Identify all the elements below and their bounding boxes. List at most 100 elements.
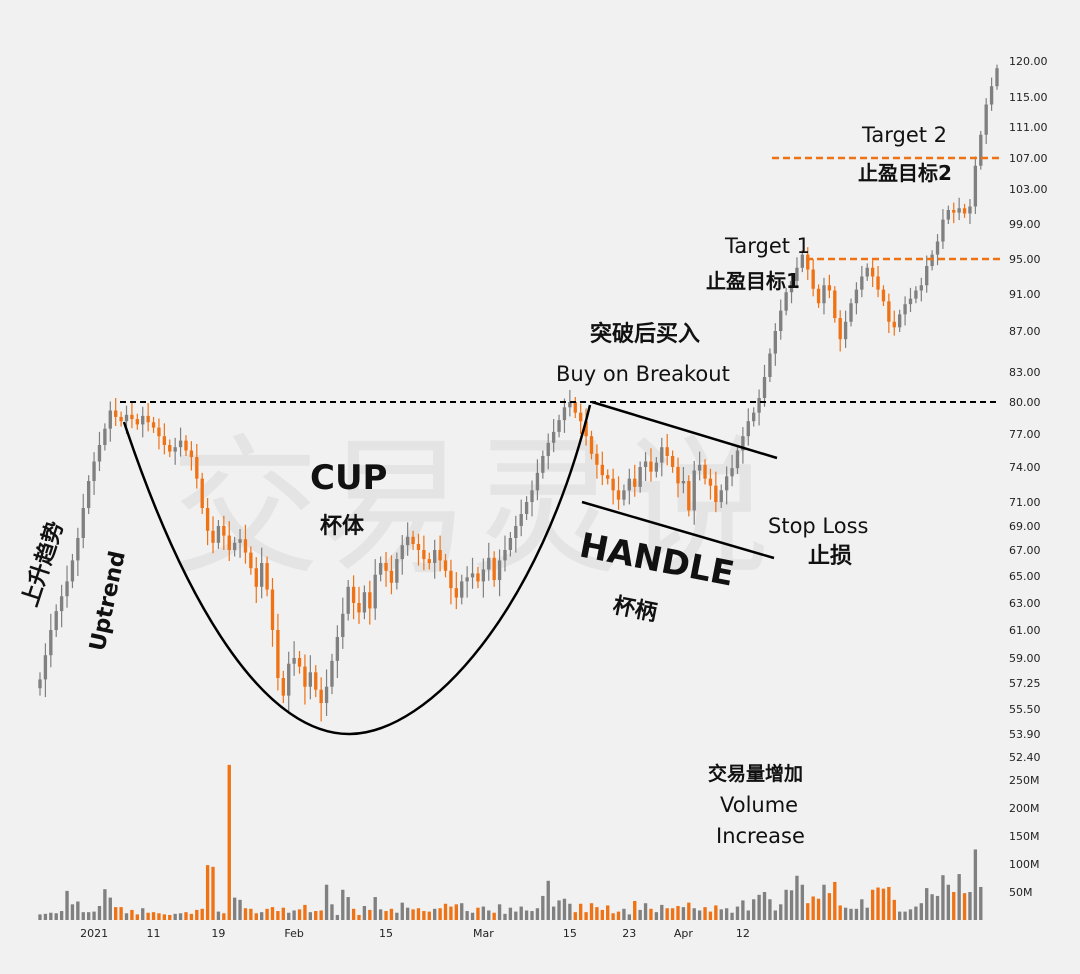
candle-body: [616, 490, 621, 500]
volume-bar: [654, 912, 659, 920]
price-tick-label: 91.00: [1009, 288, 1041, 301]
volume-bar: [86, 912, 91, 920]
candle-body: [243, 539, 248, 553]
candle: [606, 469, 610, 485]
candle: [503, 535, 507, 572]
candle: [476, 566, 480, 589]
candle-body: [919, 285, 923, 291]
candle: [800, 250, 805, 273]
candle-body: [806, 254, 810, 270]
candle: [373, 559, 377, 620]
candle: [168, 439, 172, 458]
candle: [422, 535, 426, 571]
volume-bar: [833, 881, 837, 920]
candle: [368, 580, 372, 625]
candle: [389, 555, 394, 595]
cup-cn-label: 杯体: [320, 514, 365, 539]
candle: [562, 398, 567, 433]
volume-bar: [930, 894, 934, 920]
volume-bar: [541, 895, 545, 920]
candle: [687, 475, 691, 517]
price-tick-label: 77.00: [1009, 428, 1041, 441]
candle: [638, 461, 642, 493]
target2-annotation: Target 2 止盈目标2: [858, 123, 952, 185]
price-tick-label: 65.00: [1009, 570, 1041, 583]
candle-body: [995, 68, 999, 87]
candle: [962, 203, 967, 218]
candle: [81, 493, 85, 549]
candle: [346, 580, 350, 621]
volume-bar: [941, 875, 945, 920]
volume-bar: [260, 912, 264, 920]
candle: [816, 284, 821, 308]
volume-bar: [898, 911, 902, 920]
candle: [708, 468, 713, 500]
candle: [957, 197, 961, 221]
candle-body: [973, 165, 978, 207]
candle-body: [362, 592, 367, 613]
candle-body: [692, 470, 696, 511]
candle-body: [384, 563, 388, 571]
volume-bar: [519, 906, 523, 920]
volume-bar: [389, 908, 394, 920]
candle: [952, 202, 956, 224]
volume-bar: [535, 908, 540, 920]
price-tick-label: 95.00: [1009, 253, 1041, 266]
volume-bar: [595, 907, 599, 920]
volume-bar: [665, 908, 669, 920]
price-tick-label: 61.00: [1009, 624, 1041, 637]
candle: [335, 625, 340, 678]
candle: [38, 672, 42, 696]
candle: [232, 536, 237, 557]
volume-bar: [524, 910, 529, 920]
candle-body: [249, 552, 253, 569]
candle-body: [124, 414, 129, 422]
candle: [384, 551, 388, 587]
candle: [530, 480, 534, 517]
candle: [308, 655, 313, 700]
stoploss-en-label: Stop Loss: [768, 514, 868, 538]
candle: [287, 651, 291, 714]
candle: [59, 584, 64, 628]
volume-bar: [168, 914, 172, 920]
candle: [730, 454, 734, 487]
candle-body: [606, 475, 610, 479]
volume-bar: [843, 907, 848, 920]
volume-bar: [660, 904, 664, 920]
volume-bar: [135, 914, 139, 920]
candle: [811, 259, 815, 297]
candle: [746, 408, 750, 446]
volume-bar: [449, 906, 453, 920]
volume-tick-label: 250M: [1009, 774, 1040, 787]
candle: [249, 546, 253, 575]
candle-body: [492, 557, 496, 581]
volume-tick-label: 50M: [1009, 886, 1033, 899]
candle: [351, 575, 356, 620]
candle: [178, 427, 183, 457]
volume-bar: [633, 900, 637, 920]
candle: [405, 522, 410, 556]
volume-bar: [589, 903, 594, 920]
volume-bar: [243, 908, 248, 920]
candle: [265, 556, 269, 597]
candle-body: [130, 414, 134, 420]
volume-bar: [297, 909, 302, 920]
volume-bar: [341, 889, 345, 920]
time-tick-label: 2021: [80, 927, 108, 940]
candle: [946, 205, 951, 224]
candle-body: [297, 658, 302, 667]
volume-bar: [59, 911, 64, 920]
candle-body: [265, 563, 269, 590]
candle: [941, 209, 945, 249]
price-tick-label: 87.00: [1009, 325, 1041, 338]
volume-bar: [114, 907, 118, 920]
candle: [789, 273, 794, 304]
volume-bar: [919, 903, 923, 920]
volume-bar: [108, 897, 112, 920]
candle: [341, 597, 345, 649]
volume-bar: [427, 911, 431, 920]
candle: [97, 431, 102, 472]
volume-bar: [443, 903, 448, 920]
candle: [935, 234, 940, 266]
candle: [589, 430, 594, 460]
